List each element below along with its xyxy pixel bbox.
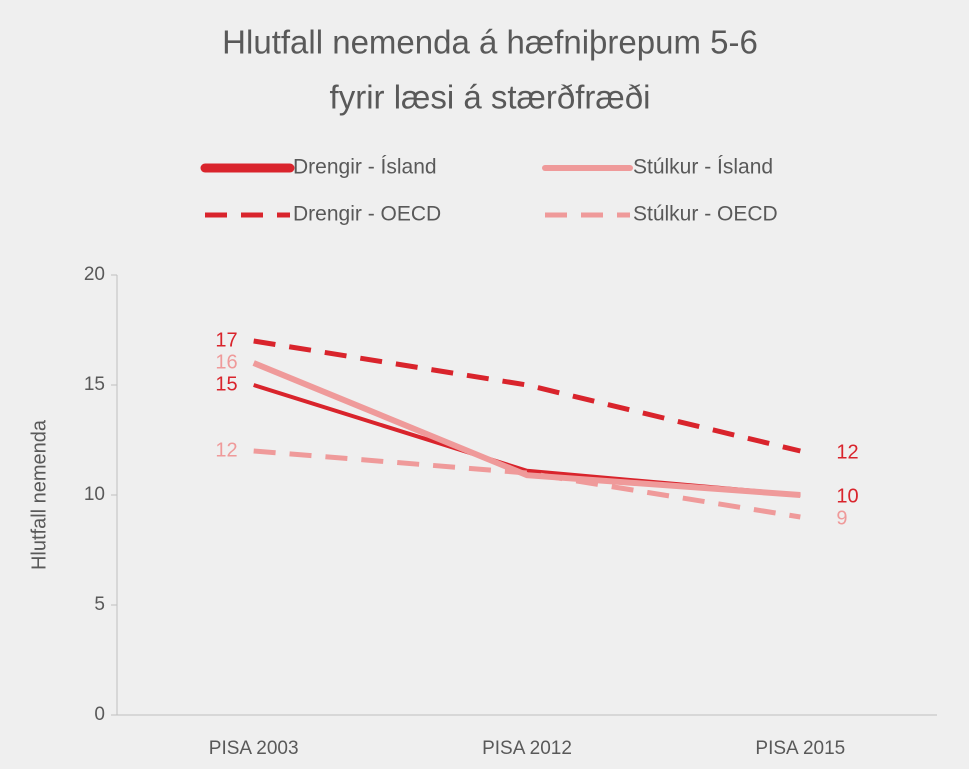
y-axis-label: Hlutfall nemenda xyxy=(28,419,50,570)
series-line xyxy=(252,360,801,498)
legend-label: Drengir - Ísland xyxy=(293,156,437,179)
data-label: 12 xyxy=(215,439,237,461)
data-label: 17 xyxy=(215,329,237,351)
data-label: 9 xyxy=(836,507,847,529)
y-tick-label: 5 xyxy=(94,594,105,615)
series-line xyxy=(253,338,801,454)
y-tick-label: 0 xyxy=(94,704,105,725)
series-line xyxy=(253,448,801,520)
data-label: 10 xyxy=(836,485,858,507)
chart-title: fyrir læsi á stærðfræði xyxy=(330,79,651,116)
x-tick-label: PISA 2003 xyxy=(209,738,299,759)
chart-title: Hlutfall nemenda á hæfniþrepum 5-6 xyxy=(222,24,758,61)
y-tick-label: 20 xyxy=(84,264,105,285)
x-tick-label: PISA 2015 xyxy=(755,738,845,759)
y-tick-label: 10 xyxy=(84,484,105,505)
legend-label: Stúlkur - OECD xyxy=(633,203,778,226)
y-tick-label: 15 xyxy=(84,374,105,395)
data-label: 12 xyxy=(836,441,858,463)
x-tick-label: PISA 2012 xyxy=(482,738,572,759)
data-label: 15 xyxy=(215,373,237,395)
legend-label: Drengir - OECD xyxy=(293,203,441,226)
legend-label: Stúlkur - Ísland xyxy=(633,156,773,179)
data-label: 16 xyxy=(215,351,237,373)
